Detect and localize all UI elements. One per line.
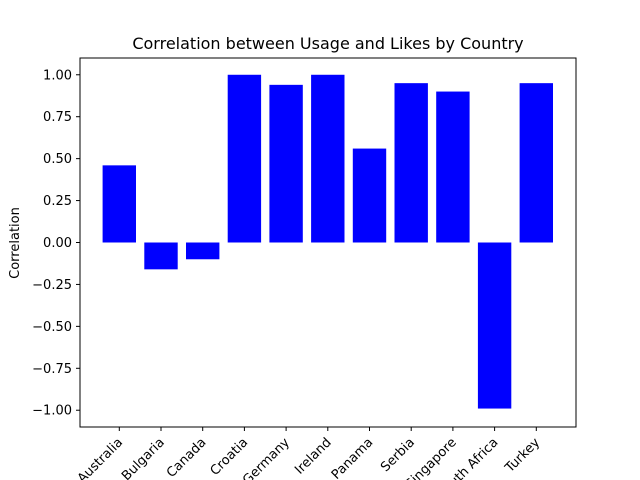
x-tick-label: Ireland: [292, 435, 334, 477]
bar-south-africa: [477, 242, 512, 409]
y-tick-label: −0.25: [32, 278, 72, 293]
x-tick-label: Panama: [329, 435, 376, 480]
x-tick-label: Germany: [240, 435, 293, 480]
y-axis-label: Correlation: [8, 207, 23, 279]
y-tick-label: 0.75: [43, 110, 72, 125]
bars-group: [102, 74, 553, 409]
x-tick-label: Serbia: [378, 435, 418, 475]
bar-panama: [352, 148, 387, 243]
y-tick-label: 0.00: [43, 236, 72, 251]
x-tick-label: Bulgaria: [119, 435, 168, 480]
bar-serbia: [394, 83, 428, 243]
bar-bulgaria: [144, 242, 178, 270]
y-tick-label: 0.50: [43, 152, 72, 167]
chart-title: Correlation between Usage and Likes by C…: [132, 34, 523, 53]
y-tick-label: −0.50: [32, 320, 72, 335]
y-tick-label: 1.00: [43, 68, 72, 83]
bar-singapore: [436, 91, 470, 243]
bar-australia: [102, 165, 136, 243]
bar-germany: [269, 84, 303, 243]
plot-frame: [79, 57, 577, 428]
bar-ireland: [311, 74, 345, 243]
y-tick-label: 0.25: [43, 194, 72, 209]
bar-turkey: [519, 83, 553, 243]
x-tick-label: Turkey: [502, 435, 543, 476]
y-tick-label: −1.00: [32, 404, 72, 419]
y-ticks-group: 1.00 0.75 0.50 0.25 0.00 −0.25 −0.50 −0.75 −1.00: [32, 68, 80, 419]
y-tick-label: −0.75: [32, 362, 72, 377]
bar-canada: [186, 242, 220, 260]
bar-croatia: [227, 74, 262, 243]
x-tick-label: Canada: [164, 435, 210, 480]
